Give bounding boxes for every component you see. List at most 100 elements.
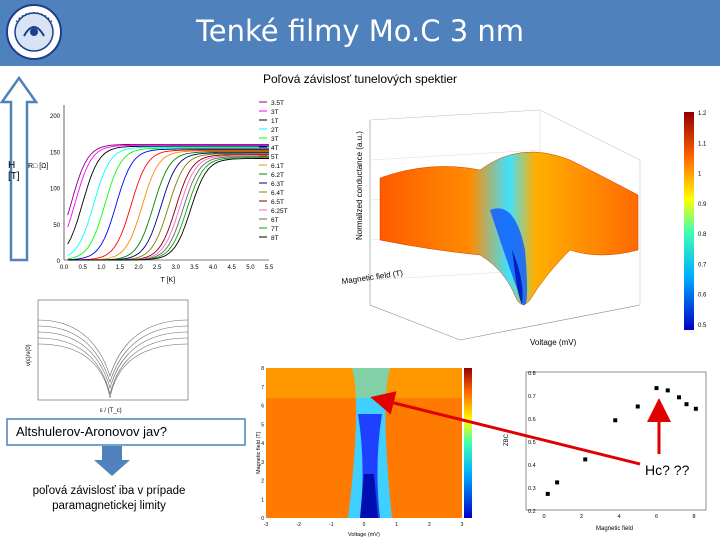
scatter-xtick: 6 xyxy=(655,514,658,520)
res-xtick: 0.0 xyxy=(60,265,69,271)
res-curve xyxy=(67,144,269,228)
res-legend-entry: 6.4T xyxy=(271,190,284,197)
heatmap-ytick: 4 xyxy=(261,441,264,447)
res-xlabel: T [K] xyxy=(161,277,176,284)
scatter-ytick: 0.5 xyxy=(528,440,536,446)
heatmap-ytick: 6 xyxy=(261,404,264,410)
conductance-heatmap: 0 1 2 3 4 5 6 7 8 -3 -2 -1 0 1 2 3 Magnetic field (T) V… xyxy=(256,366,472,538)
res-legend-entry: 6.2T xyxy=(271,172,284,179)
res-xtick: 3.5 xyxy=(190,265,199,271)
hc-label: Hc? ?? xyxy=(645,462,690,478)
surface-colorbar-tick: 0.6 xyxy=(698,293,707,299)
surface-colorbar-tick: 1.1 xyxy=(698,141,707,147)
res-legend-entry: 6.1T xyxy=(271,163,284,170)
field-arrow-label-unit: [T] xyxy=(8,171,20,182)
res-curve xyxy=(67,148,269,261)
heatmap-ylabel: Magnetic field (T) xyxy=(256,431,262,474)
res-xtick: 1.0 xyxy=(97,265,106,271)
res-curve xyxy=(67,149,269,261)
res-legend-entry: 3T xyxy=(271,109,279,116)
res-curve xyxy=(67,158,269,261)
surface-colorbar-tick: 0.7 xyxy=(698,262,707,268)
field-direction-arrow-icon xyxy=(0,76,38,262)
res-curve xyxy=(67,147,269,260)
res-ytick: 50 xyxy=(53,223,60,229)
scatter-ytick: 0.6 xyxy=(528,417,536,423)
heatmap-ytick: 0 xyxy=(261,516,264,522)
scatter-point xyxy=(635,404,640,409)
scatter-xtick: 8 xyxy=(692,514,695,520)
dos-xlabel: ε / (T_c) xyxy=(100,408,122,414)
scatter-point xyxy=(665,388,670,393)
res-legend-entry: 1T xyxy=(271,118,279,125)
res-legend-entry: 6T xyxy=(271,217,279,224)
scatter-ytick: 0.2 xyxy=(528,509,536,515)
header-bar xyxy=(0,0,720,66)
scatter-point xyxy=(555,480,560,485)
scatter-xtick: 0 xyxy=(542,514,545,520)
res-xtick: 0.5 xyxy=(78,265,87,271)
res-xtick: 2.0 xyxy=(134,265,143,271)
heatmap-xtick: 3 xyxy=(461,522,464,528)
scatter-xtick: 4 xyxy=(617,514,620,520)
res-legend-entry: 7T xyxy=(271,226,279,233)
down-arrow-icon xyxy=(94,446,130,476)
res-legend-entry: 6.25T xyxy=(271,208,288,215)
figure-subtitle: Poľová závislosť tunelových spektier xyxy=(262,72,458,86)
surface-zlabel: Normalized conductance (a.u.) xyxy=(355,131,364,240)
field-arrow-label: H [T] xyxy=(8,160,20,182)
paramagnetic-caption: poľová závislosť iba v prípade paramagne… xyxy=(32,485,186,512)
field-arrow-label-h: H xyxy=(8,160,16,171)
res-legend-entry: 8T xyxy=(271,235,279,242)
res-legend-entry: 5T xyxy=(271,154,279,161)
res-curve xyxy=(67,145,269,245)
res-legend-entry: 6.3T xyxy=(271,181,284,188)
res-curve xyxy=(67,146,269,256)
res-ytick: 100 xyxy=(50,187,61,193)
dos-ylabel: ν(ε)/ν(0) xyxy=(26,344,32,366)
altshuler-caption: Altshulerov-Aronovov jav? xyxy=(16,424,168,439)
resistance-vs-temperature-plot: 0 50 100 150 200 0.0 0.5 1.0 1.5 2.0 2.5 3.0 3.5 4.0 4… xyxy=(28,100,288,284)
scatter-xtick: 2 xyxy=(580,514,583,520)
res-legend-entry: 3T xyxy=(271,136,279,143)
scatter-point xyxy=(654,386,659,391)
scatter-point xyxy=(545,491,550,496)
heatmap-xtick: -2 xyxy=(296,522,301,528)
scatter-ytick: 0.3 xyxy=(528,486,536,492)
res-xtick: 4.5 xyxy=(228,265,237,271)
res-curve xyxy=(67,150,269,261)
res-legend-entry: 6.5T xyxy=(271,199,284,206)
scatter-xlabel: Magnetic field xyxy=(596,526,633,532)
heatmap-xtick: -3 xyxy=(264,522,269,528)
res-legend-entry: 3.5T xyxy=(271,100,284,107)
heatmap-xlabel: Voltage (mV) xyxy=(348,532,380,538)
heatmap-ytick: 8 xyxy=(261,366,264,372)
heatmap-ytick: 2 xyxy=(261,479,264,485)
res-ytick: 150 xyxy=(50,150,61,156)
res-ytick: 200 xyxy=(50,114,61,120)
surface-colorbar-tick: 0.9 xyxy=(698,202,707,208)
scatter-point xyxy=(677,395,681,400)
res-xtick: 3.0 xyxy=(172,265,181,271)
scatter-point xyxy=(613,418,618,423)
zero-bias-conductance-scatter: 0.8 0.7 0.6 0.5 0.4 0.3 0.2 0 2 4 6 8 ZBC Magnetic … xyxy=(504,371,707,532)
scatter-ylabel: ZBC xyxy=(504,433,510,446)
heatmap-ytick: 1 xyxy=(261,497,264,503)
surface-colorbar-tick: 0.5 xyxy=(698,323,707,329)
res-xtick: 5.5 xyxy=(265,265,274,271)
res-xtick: 4.0 xyxy=(209,265,218,271)
surface-colorbar-tick: 0.8 xyxy=(698,232,707,238)
res-ytick: 0 xyxy=(57,259,61,265)
altshuler-box xyxy=(6,418,246,446)
scatter-ytick: 0.7 xyxy=(528,394,536,400)
density-of-states-plot: ν(ε)/ν(0) ε / (T_c) xyxy=(26,299,189,414)
surface-colorbar-tick: 1 xyxy=(698,172,702,178)
scatter-ytick: 0.4 xyxy=(528,463,536,469)
res-ylabel: R□ [Ω] xyxy=(28,163,48,170)
heatmap-xtick: 2 xyxy=(428,522,431,528)
scatter-point xyxy=(684,402,689,407)
heatmap-xtick: -1 xyxy=(329,522,334,528)
res-xtick: 2.5 xyxy=(153,265,162,271)
scatter-ytick: 0.8 xyxy=(528,371,536,377)
